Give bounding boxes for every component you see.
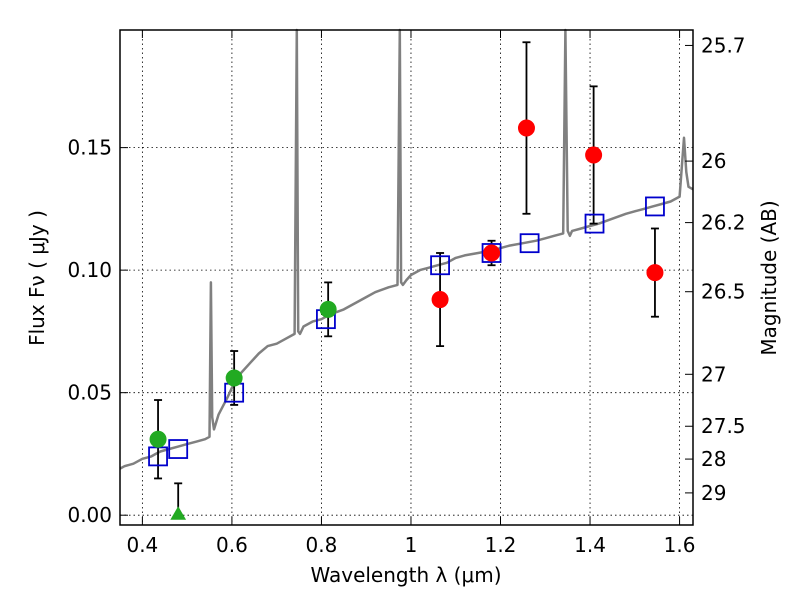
mag-tick-label: 29 xyxy=(701,481,726,505)
upper-limit-marker xyxy=(170,506,187,520)
photometry-point xyxy=(646,264,664,282)
model-photometry-marker xyxy=(584,213,605,234)
photometry-point xyxy=(149,430,167,448)
tick-layer: 0.4 0.6 0.8 1 1.2 1.4 1.6 0.00 0.05 0.10 0.15 25.7 2… xyxy=(67,30,746,557)
plot-frame xyxy=(119,29,694,526)
mag-tick-label: 27 xyxy=(701,362,726,386)
y-tick-label: 0.05 xyxy=(67,381,112,405)
mag-tick-label: 25.7 xyxy=(701,33,746,57)
x-axis-label: Wavelength λ (μm) xyxy=(310,563,501,587)
model-photometry-marker xyxy=(481,243,502,263)
x-tick-label: 1 xyxy=(405,533,418,557)
x-tick-label: 0.4 xyxy=(126,533,158,557)
model-photometry-marker xyxy=(168,439,189,459)
mag-tick-label: 26.5 xyxy=(701,280,746,304)
spectrum-line xyxy=(119,28,694,470)
model-photometry-marker xyxy=(519,233,540,254)
x-tick-label: 1.2 xyxy=(485,533,517,557)
marker-layer xyxy=(148,119,665,520)
photometry-point xyxy=(483,244,501,262)
y-tick-label: 0.15 xyxy=(67,136,112,160)
y-tick-label: 0.10 xyxy=(67,258,112,282)
photometry-point xyxy=(319,300,337,318)
photometry-point xyxy=(225,369,243,387)
spectrum-layer xyxy=(119,28,694,470)
x-tick-label: 1.6 xyxy=(664,533,696,557)
photometry-point xyxy=(585,146,603,164)
x-tick-label: 0.8 xyxy=(306,533,338,557)
mag-tick-label: 26 xyxy=(701,149,726,173)
mag-tick-label: 26.2 xyxy=(701,211,746,235)
photometry-point xyxy=(517,119,535,137)
y-axis-label: Flux Fν ( μJy ) xyxy=(25,210,49,346)
y-tick-label: 0.00 xyxy=(67,503,112,527)
mag-tick-label: 27.5 xyxy=(701,414,746,438)
mag-tick-label: 28 xyxy=(701,447,726,471)
model-photometry-marker xyxy=(430,255,450,276)
photometry-point xyxy=(431,291,449,309)
x-tick-label: 0.6 xyxy=(216,533,248,557)
y-axis-label-right: Magnitude (AB) xyxy=(757,200,781,355)
x-tick-label: 1.4 xyxy=(574,533,606,557)
model-photometry-marker xyxy=(645,196,665,217)
